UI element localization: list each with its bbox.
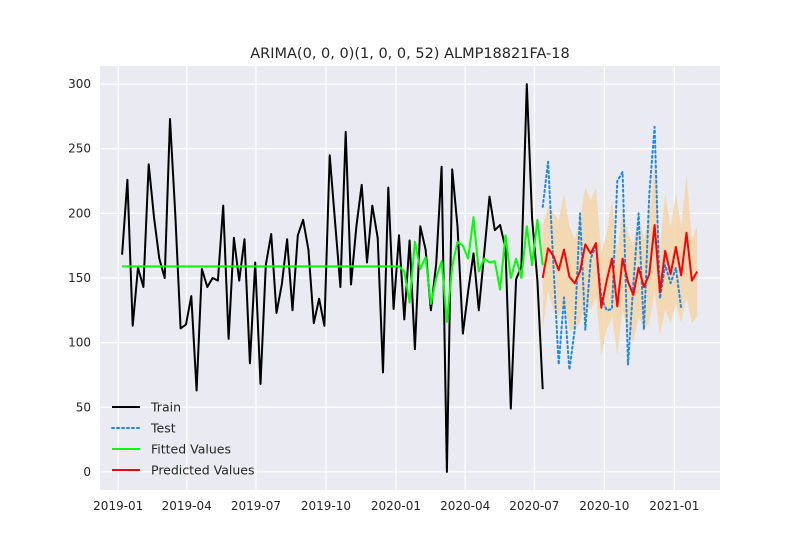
y-tick-label: 150 xyxy=(68,271,91,285)
x-tick-label: 2020-04 xyxy=(440,499,490,513)
x-tick-label: 2019-10 xyxy=(301,499,351,513)
series-test-line xyxy=(541,125,683,371)
series-predicted-values-line xyxy=(541,224,699,309)
legend: Train Test Fitted Values Predicted Values xyxy=(111,400,255,478)
gridlines xyxy=(100,66,720,490)
y-tick-label: 200 xyxy=(68,206,91,220)
confidence-band xyxy=(542,161,698,356)
y-tick-labels: 0 50 100 150 200 250 300 xyxy=(68,77,91,479)
x-tick-label: 2020-10 xyxy=(579,499,629,513)
y-tick-label: 0 xyxy=(83,465,91,479)
series-lines xyxy=(121,83,699,473)
x-tick-labels: 2019-01 2019-04 2019-07 2019-10 2020-01 2020-… xyxy=(93,499,699,513)
series-train-line xyxy=(121,83,544,473)
y-tick-label: 250 xyxy=(68,142,91,156)
x-tick-label: 2019-04 xyxy=(162,499,212,513)
legend-label: Test xyxy=(150,421,176,436)
y-tick-label: 100 xyxy=(68,336,91,350)
x-tick-label: 2019-07 xyxy=(231,499,281,513)
x-tick-label: 2021-01 xyxy=(649,499,699,513)
y-tick-label: 50 xyxy=(76,400,91,414)
confidence-interval-band xyxy=(542,161,698,356)
x-tick-label: 2020-07 xyxy=(509,499,559,513)
series-fitted-values-line xyxy=(122,216,544,323)
x-tick-label: 2020-01 xyxy=(371,499,421,513)
x-tick-label: 2019-01 xyxy=(93,499,143,513)
legend-label: Train xyxy=(150,400,181,415)
chart-title: ARIMA(0, 0, 0)(1, 0, 0, 52) ALMP18821FA-… xyxy=(250,46,570,62)
y-tick-label: 300 xyxy=(68,77,91,91)
legend-label: Fitted Values xyxy=(151,442,231,457)
legend-label: Predicted Values xyxy=(151,463,255,478)
